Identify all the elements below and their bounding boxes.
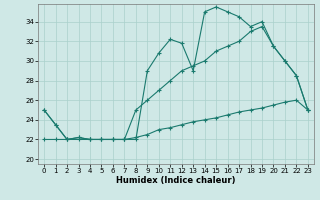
X-axis label: Humidex (Indice chaleur): Humidex (Indice chaleur) [116, 176, 236, 185]
